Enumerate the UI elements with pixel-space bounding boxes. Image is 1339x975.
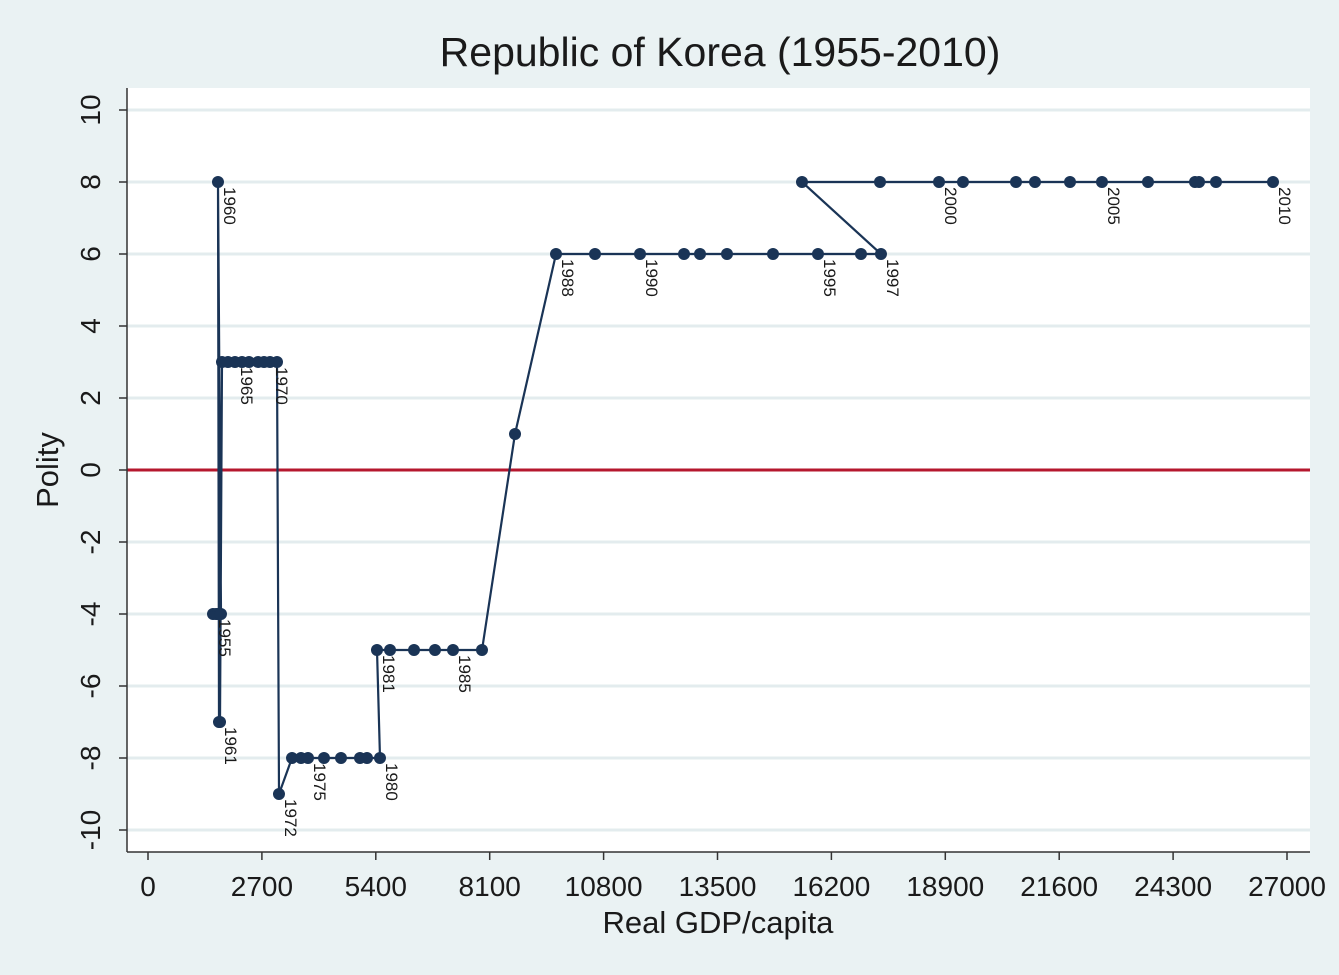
data-point-2008 [1193,176,1206,188]
data-point-1983 [408,644,421,656]
data-point-2006 [1141,176,1154,188]
y-tick-label: 6 [75,246,106,262]
data-point-1997 [874,248,887,260]
data-point-1991 [678,248,691,260]
point-label: 1981 [379,655,398,693]
point-label: 1961 [221,727,240,765]
data-point-1984 [428,644,441,656]
data-point-1996 [854,248,867,260]
data-point-1989 [588,248,601,260]
data-point-1973 [286,752,299,764]
point-label: 1955 [215,619,234,657]
point-label: 2005 [1104,187,1123,225]
data-point-2002 [1010,176,1023,188]
data-point-1990 [634,248,647,260]
data-point-1962 [214,716,227,728]
data-point-2005 [1095,176,1108,188]
point-label: 1980 [382,763,401,801]
x-tick-label: 24300 [1134,871,1212,902]
data-point-2009 [1210,176,1223,188]
x-tick-label: 18900 [906,871,984,902]
data-point-1999 [873,176,886,188]
data-point-1994 [767,248,780,260]
y-tick-label: -4 [75,602,106,627]
data-point-2004 [1063,176,1076,188]
y-tick-label: -2 [75,530,106,555]
point-label: 1965 [237,367,256,405]
y-tick-label: 8 [75,174,106,190]
y-tick-label: -8 [75,746,106,771]
y-tick-label: -6 [75,674,106,699]
x-tick-label: 21600 [1020,871,1098,902]
point-label: 2010 [1275,187,1294,225]
data-point-1971 [271,356,284,368]
data-point-2010 [1266,176,1279,188]
data-point-1998 [795,176,808,188]
data-point-2003 [1028,176,1041,188]
point-label: 1995 [820,259,839,297]
data-point-1988 [550,248,563,260]
point-label: 1975 [310,763,329,801]
x-tick-label: 16200 [792,871,870,902]
x-tick-label: 27000 [1248,871,1326,902]
data-point-1987 [509,428,522,440]
point-label: 1960 [220,187,239,225]
point-label: 1997 [883,259,902,297]
data-point-1979 [360,752,373,764]
chart-title: Republic of Korea (1955-2010) [440,29,1001,75]
y-tick-label: 4 [75,318,106,334]
x-tick-label: 2700 [231,871,293,902]
data-point-1992 [693,248,706,260]
x-tick-label: 8100 [459,871,521,902]
point-label: 1972 [281,799,300,837]
point-label: 2000 [941,187,960,225]
data-point-2001 [956,176,969,188]
point-label: 1970 [272,367,291,405]
data-point-1976 [317,752,330,764]
data-point-2000 [933,176,946,188]
y-axis-title: Polity [30,432,65,508]
x-tick-label: 13500 [679,871,757,902]
point-label: 1988 [558,259,577,297]
data-point-1986 [475,644,488,656]
y-tick-label: 0 [75,462,106,478]
y-tick-label: -10 [75,810,106,850]
data-point-1995 [811,248,824,260]
x-axis-title: Real GDP/capita [603,905,835,940]
data-point-1975 [302,752,315,764]
x-tick-label: 10800 [565,871,643,902]
data-point-1960 [211,176,224,188]
data-point-1959 [214,608,227,620]
data-point-1982 [384,644,397,656]
data-point-1967 [242,356,255,368]
data-point-1977 [334,752,347,764]
data-point-1981 [370,644,383,656]
data-point-1993 [720,248,733,260]
data-point-1980 [373,752,386,764]
y-tick-label: 10 [75,94,106,125]
y-tick-label: 2 [75,390,106,406]
x-tick-label: 0 [140,871,156,902]
point-label: 1985 [455,655,474,693]
x-tick-label: 5400 [345,871,407,902]
data-point-1972 [272,788,285,800]
point-label: 1990 [642,259,661,297]
data-points: 1955 1960 1961 1965 1970 1972 1975 1980 1981 1985… [207,176,1294,837]
data-point-1985 [446,644,459,656]
